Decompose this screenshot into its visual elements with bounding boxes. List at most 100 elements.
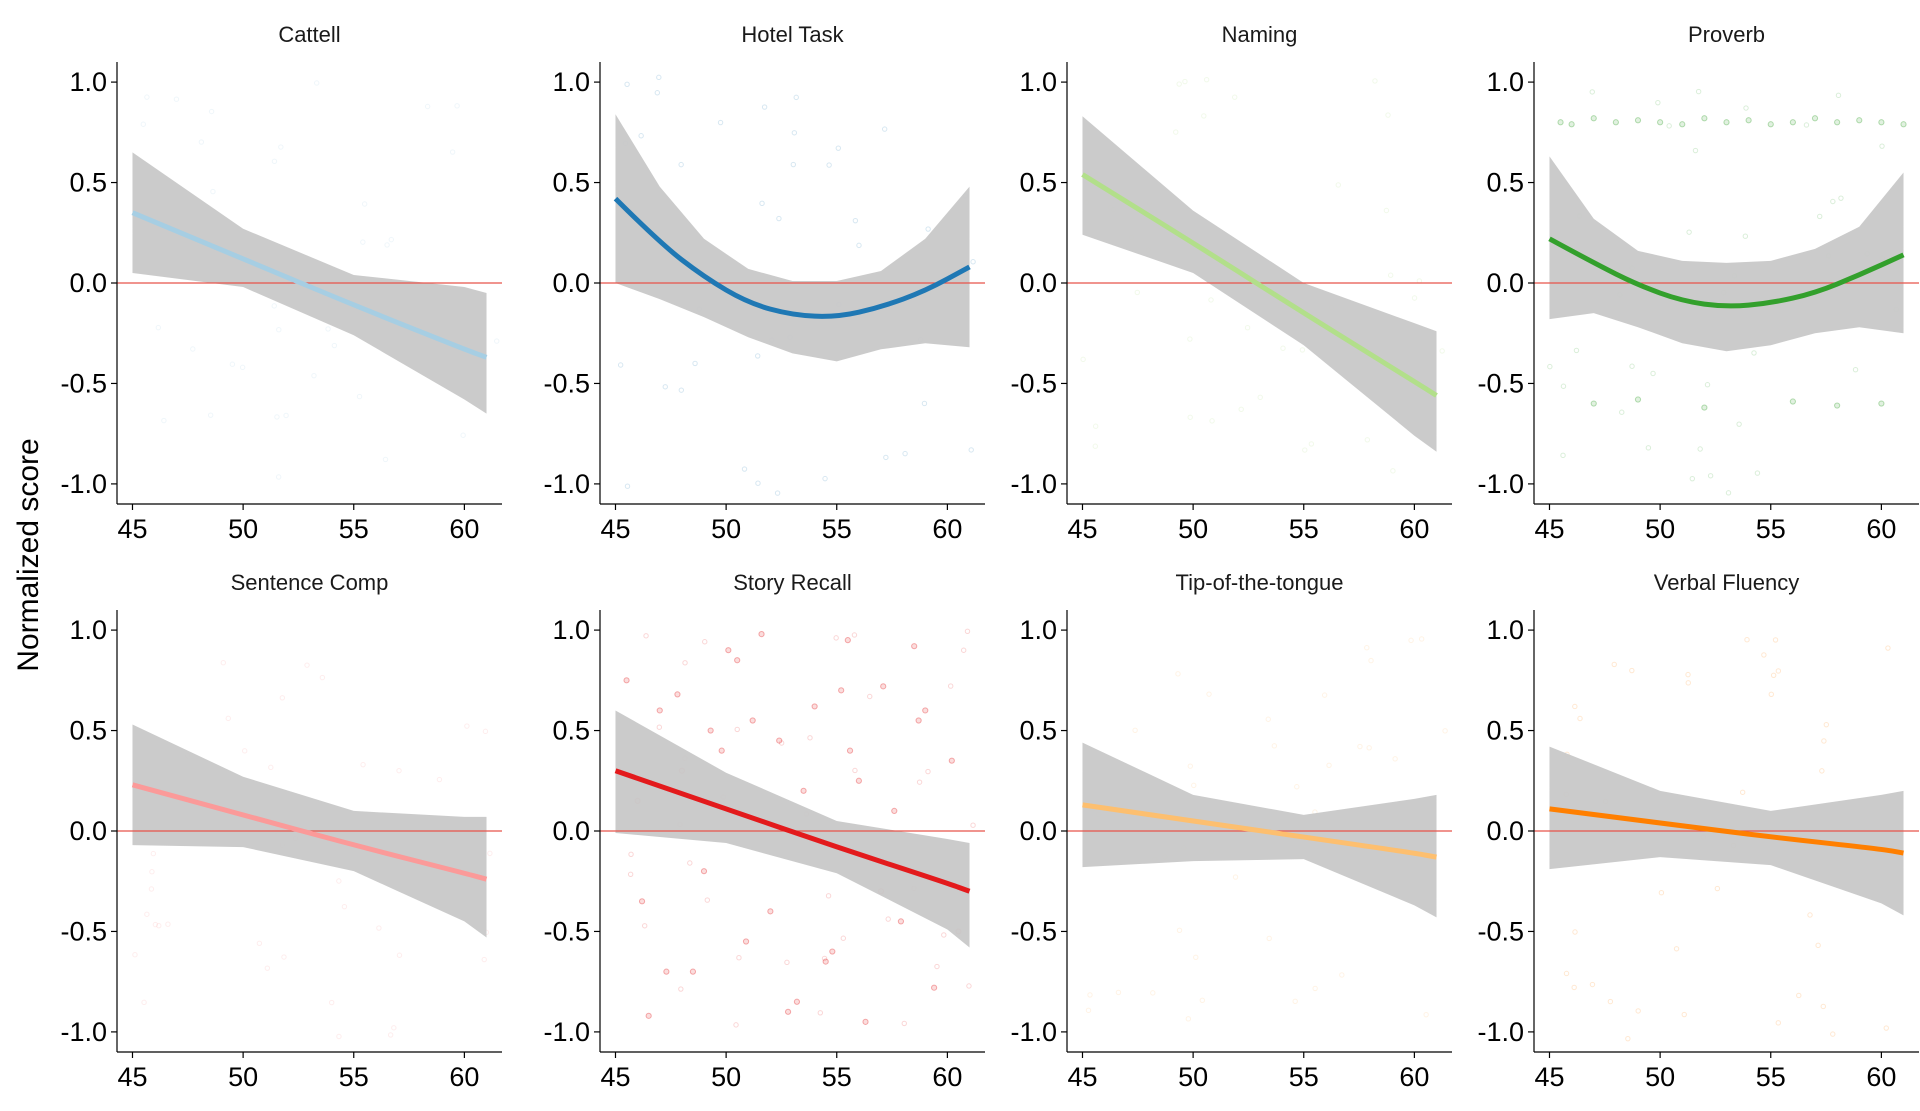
data-point <box>1607 998 1614 1005</box>
data-point <box>264 965 271 971</box>
data-point <box>656 707 663 714</box>
data-point <box>356 393 363 400</box>
data-point <box>1372 78 1378 84</box>
data-point <box>361 201 368 207</box>
data-point <box>1187 763 1193 769</box>
data-point <box>1312 985 1318 992</box>
data-point <box>829 948 836 955</box>
x-tick-label: 60 <box>1399 514 1429 544</box>
data-point <box>702 639 708 645</box>
data-point <box>1883 1025 1889 1031</box>
data-point <box>1625 1035 1631 1042</box>
data-point <box>1634 117 1642 124</box>
data-point <box>1815 942 1821 949</box>
y-tick-label: 0.5 <box>69 168 107 198</box>
data-point <box>1692 147 1699 154</box>
data-point <box>678 387 685 393</box>
data-points <box>1557 115 1907 411</box>
fit-line <box>1548 236 1905 309</box>
data-point <box>1299 347 1306 353</box>
data-point <box>1573 347 1580 354</box>
x-tick-label: 55 <box>1289 1062 1319 1092</box>
data-point <box>396 952 403 958</box>
data-point <box>1390 468 1396 474</box>
y-tick-label: -1.0 <box>1010 1017 1057 1047</box>
y-tick-label: -1.0 <box>1477 1017 1524 1047</box>
data-point <box>268 764 274 771</box>
panel-naming: Naming -1.0 -0.5 0.0 0.5 1.0 45 50 55 60 <box>1010 22 1452 544</box>
data-point <box>759 200 765 207</box>
data-point <box>948 757 955 764</box>
data-point <box>1173 129 1179 135</box>
x-tick-label: 50 <box>1178 514 1208 544</box>
data-point <box>734 657 741 664</box>
data-point <box>391 1025 397 1031</box>
y-tick-label: -0.5 <box>60 368 107 398</box>
data-point <box>1725 490 1732 496</box>
data-point <box>846 747 854 754</box>
data-point <box>1439 348 1445 354</box>
panel-tip-of-the-tongue: Tip-of-the-tongue -1.0 -0.5 0.0 0.5 1.0 45 50 55… <box>1010 570 1452 1092</box>
data-point <box>1364 437 1371 443</box>
data-point <box>791 130 798 136</box>
data-point <box>449 149 456 155</box>
y-tick-label: -1.0 <box>1010 469 1057 499</box>
x-tick-label: 45 <box>1534 514 1564 544</box>
data-point <box>1560 452 1566 459</box>
x-tick-label: 45 <box>600 514 630 544</box>
data-point <box>851 632 858 638</box>
data-point <box>150 850 157 857</box>
data-point <box>925 768 931 775</box>
data-point <box>229 361 236 367</box>
data-point <box>1821 738 1827 744</box>
y-tick-label: -1.0 <box>60 1017 107 1047</box>
data-point <box>140 121 147 127</box>
data-point <box>1383 207 1390 214</box>
data-point <box>897 918 905 925</box>
data-point <box>838 687 845 694</box>
data-point <box>1612 119 1619 126</box>
data-point <box>1257 394 1263 401</box>
data-point <box>328 999 335 1006</box>
data-point <box>776 737 783 744</box>
data-point <box>1796 992 1802 999</box>
data-point <box>1655 99 1661 106</box>
data-point <box>388 236 394 243</box>
data-point <box>833 635 839 641</box>
data-point <box>1208 297 1214 303</box>
data-point <box>880 683 887 690</box>
data-point <box>784 959 790 966</box>
y-tick-label: 1.0 <box>1019 615 1057 645</box>
panel-verbal-fluency: Verbal Fluency -1.0 -0.5 0.0 0.5 1.0 45 50 55 60 <box>1477 570 1919 1092</box>
data-point <box>1571 984 1577 991</box>
data-point <box>960 647 967 653</box>
data-point <box>947 683 954 689</box>
x-tick-label: 55 <box>1756 1062 1786 1092</box>
data-point <box>1423 1011 1429 1018</box>
data-point <box>1209 418 1215 424</box>
data-point <box>934 963 940 970</box>
data-point <box>761 104 768 110</box>
data-point <box>278 144 284 150</box>
data-point <box>638 133 644 139</box>
data-point <box>627 871 634 877</box>
y-tick-label: -1.0 <box>543 1017 590 1047</box>
data-point <box>336 1033 342 1040</box>
y-tick-label: 1.0 <box>552 67 590 97</box>
x-tick-label: 55 <box>1756 514 1786 544</box>
data-point <box>776 215 782 222</box>
data-point <box>742 938 750 945</box>
data-point <box>682 660 688 666</box>
data-point <box>883 454 889 461</box>
data-point <box>862 1018 869 1025</box>
data-point <box>207 412 214 418</box>
data-point <box>1714 885 1721 892</box>
data-point <box>1357 743 1363 750</box>
data-point <box>149 869 155 875</box>
data-point <box>674 691 681 698</box>
data-point <box>1770 672 1777 679</box>
data-point <box>1852 367 1859 373</box>
data-point <box>1742 233 1749 239</box>
data-point <box>687 860 693 866</box>
